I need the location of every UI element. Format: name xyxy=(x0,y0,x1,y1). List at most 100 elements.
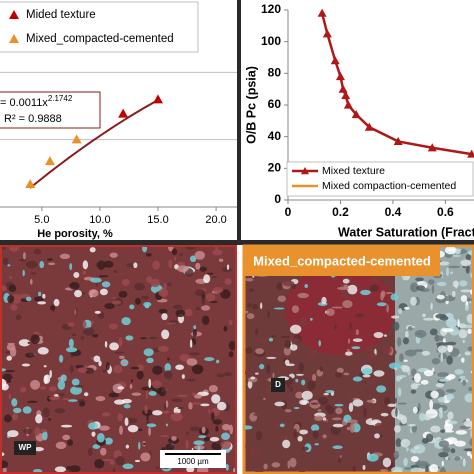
grain xyxy=(220,289,231,299)
grain xyxy=(113,269,118,274)
point xyxy=(335,72,345,81)
grain xyxy=(138,441,141,450)
grain xyxy=(272,372,275,378)
grain xyxy=(361,368,373,375)
grain xyxy=(442,338,446,344)
grain xyxy=(410,296,417,306)
grain xyxy=(172,304,183,310)
grain xyxy=(290,386,293,392)
grain xyxy=(349,423,355,434)
grain xyxy=(70,386,83,395)
grain xyxy=(438,261,450,266)
grain xyxy=(295,391,304,399)
grain xyxy=(186,358,198,366)
grain xyxy=(170,412,183,422)
grain xyxy=(394,367,398,371)
grain xyxy=(411,325,416,328)
grain xyxy=(164,363,171,373)
grain xyxy=(355,329,359,336)
grain xyxy=(79,400,86,407)
grain xyxy=(348,402,354,412)
grain xyxy=(69,281,80,290)
grain xyxy=(104,341,108,348)
grain xyxy=(470,429,472,438)
grain xyxy=(80,336,85,340)
grain xyxy=(386,304,389,313)
grain xyxy=(334,324,337,330)
grain xyxy=(192,329,197,337)
grain xyxy=(298,362,305,373)
grain xyxy=(263,397,266,400)
grain xyxy=(429,399,434,410)
grain xyxy=(2,247,7,250)
point xyxy=(364,122,374,131)
grain xyxy=(197,445,201,451)
grain xyxy=(71,378,80,386)
grain xyxy=(462,265,466,268)
y-tick-label: 0 xyxy=(274,192,281,206)
grain xyxy=(211,394,221,404)
grain xyxy=(285,363,295,367)
grain xyxy=(33,468,43,472)
divider xyxy=(237,0,241,242)
y-tick-label: 60 xyxy=(268,97,282,111)
grain xyxy=(209,300,218,304)
grain xyxy=(464,351,471,356)
grain xyxy=(439,407,443,413)
grain xyxy=(88,422,99,430)
grain xyxy=(74,289,82,298)
grain xyxy=(137,364,144,371)
grain xyxy=(100,447,107,456)
grain xyxy=(254,466,265,472)
grain xyxy=(62,398,70,401)
point xyxy=(118,108,129,118)
grain xyxy=(380,412,389,417)
grain xyxy=(214,247,219,250)
grain xyxy=(71,333,76,336)
grain xyxy=(352,376,363,382)
grain xyxy=(363,449,369,454)
grain xyxy=(364,383,368,390)
grain xyxy=(12,412,18,421)
grain xyxy=(124,417,129,426)
grain xyxy=(60,424,73,428)
grain xyxy=(175,309,186,318)
grain xyxy=(460,295,468,303)
grain xyxy=(191,402,202,405)
label-box xyxy=(14,441,36,455)
grain xyxy=(221,423,231,431)
grain xyxy=(152,260,161,270)
grain xyxy=(436,342,448,347)
grain xyxy=(109,342,119,351)
grain xyxy=(57,392,65,397)
grain xyxy=(470,370,472,374)
grain xyxy=(42,430,48,441)
point xyxy=(322,29,332,38)
grain xyxy=(228,340,235,351)
grain xyxy=(103,260,114,268)
grain xyxy=(366,453,379,462)
grain xyxy=(117,386,125,390)
grain xyxy=(225,463,229,471)
grain xyxy=(165,322,177,325)
grain xyxy=(463,420,472,427)
grain xyxy=(7,264,11,267)
grain xyxy=(283,451,290,455)
grain xyxy=(427,279,435,285)
grain xyxy=(391,466,403,472)
grain xyxy=(464,393,472,403)
grain xyxy=(49,386,57,392)
grain xyxy=(208,385,218,393)
grain xyxy=(403,457,408,467)
grain xyxy=(129,384,133,389)
grain xyxy=(121,398,132,404)
grain xyxy=(467,346,472,352)
grain xyxy=(2,257,9,265)
grain xyxy=(67,439,73,446)
grain xyxy=(140,452,151,462)
grain xyxy=(390,293,399,301)
y-tick-label: 80 xyxy=(268,66,282,80)
grain xyxy=(223,325,228,332)
grain xyxy=(121,362,127,365)
grain xyxy=(343,372,350,376)
